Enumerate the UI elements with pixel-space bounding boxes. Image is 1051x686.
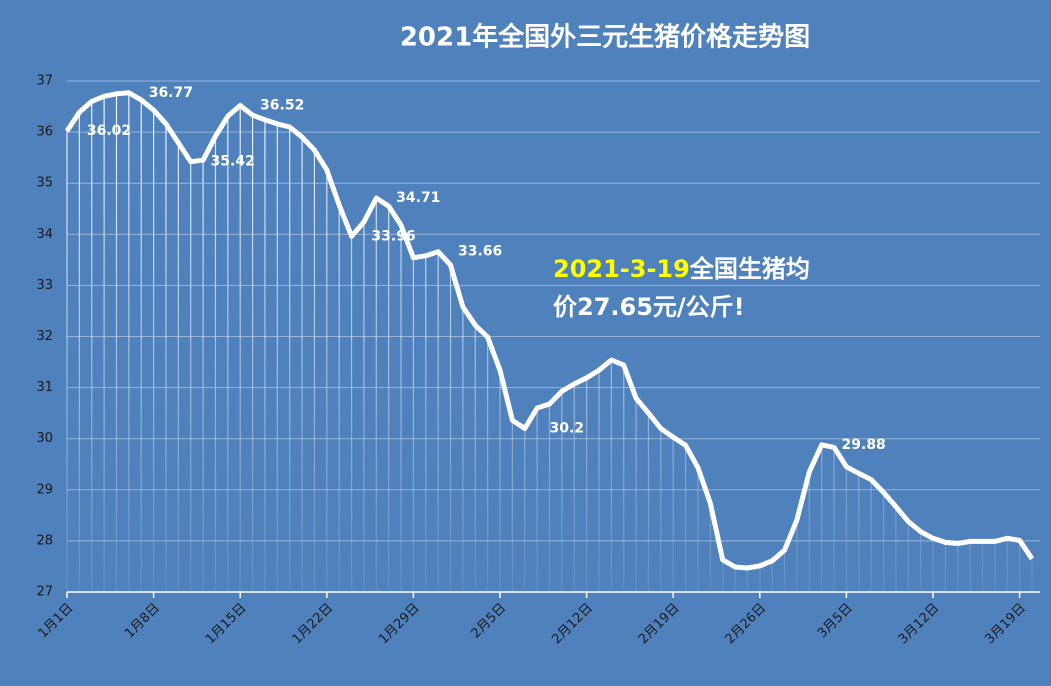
y-tick-label: 30 bbox=[36, 431, 53, 446]
x-tick-label: 1月1日 bbox=[36, 601, 77, 642]
y-tick-label: 34 bbox=[36, 227, 53, 242]
annotation-text: 全国生猪均价27.65元/公斤! bbox=[553, 255, 810, 321]
x-tick-label: 3月5日 bbox=[815, 601, 856, 642]
y-tick-label: 33 bbox=[36, 278, 53, 293]
data-label: 36.77 bbox=[149, 85, 193, 101]
data-label: 30.2 bbox=[549, 420, 584, 436]
y-tick-label: 37 bbox=[36, 74, 53, 89]
y-tick-label: 28 bbox=[36, 533, 53, 548]
x-tick-label: 2月19日 bbox=[636, 601, 683, 648]
x-tick-label: 1月15日 bbox=[203, 601, 250, 648]
y-tick-label: 29 bbox=[36, 482, 53, 497]
data-label: 33.66 bbox=[458, 244, 502, 260]
x-tick-label: 2月12日 bbox=[549, 601, 596, 648]
data-label: 33.96 bbox=[371, 228, 415, 244]
x-tick-label: 3月19日 bbox=[982, 601, 1029, 648]
data-label: 36.02 bbox=[87, 123, 131, 139]
annotation-date: 2021-3-19 bbox=[553, 255, 690, 283]
data-label: 35.42 bbox=[211, 154, 255, 170]
y-tick-label: 27 bbox=[36, 585, 53, 600]
x-tick-label: 1月29日 bbox=[376, 601, 423, 648]
x-tick-label: 2月26日 bbox=[723, 601, 770, 648]
x-tick-label: 1月8日 bbox=[122, 601, 163, 642]
y-tick-label: 32 bbox=[36, 329, 53, 344]
x-tick-label: 2月5日 bbox=[469, 601, 510, 642]
y-tick-label: 36 bbox=[36, 125, 53, 140]
price-line bbox=[64, 90, 1035, 571]
x-tick-label: 3月12日 bbox=[896, 601, 943, 648]
y-tick-label: 35 bbox=[36, 176, 53, 191]
data-label: 34.71 bbox=[396, 190, 440, 206]
x-tick-label: 1月22日 bbox=[290, 601, 337, 648]
data-label: 29.88 bbox=[842, 437, 886, 453]
annotation: 2021-3-19全国生猪均价27.65元/公斤! bbox=[553, 250, 825, 326]
y-tick-label: 31 bbox=[36, 380, 53, 395]
chart-title: 2021年全国外三元生猪价格走势图 bbox=[400, 22, 810, 53]
data-label: 36.52 bbox=[260, 98, 304, 114]
